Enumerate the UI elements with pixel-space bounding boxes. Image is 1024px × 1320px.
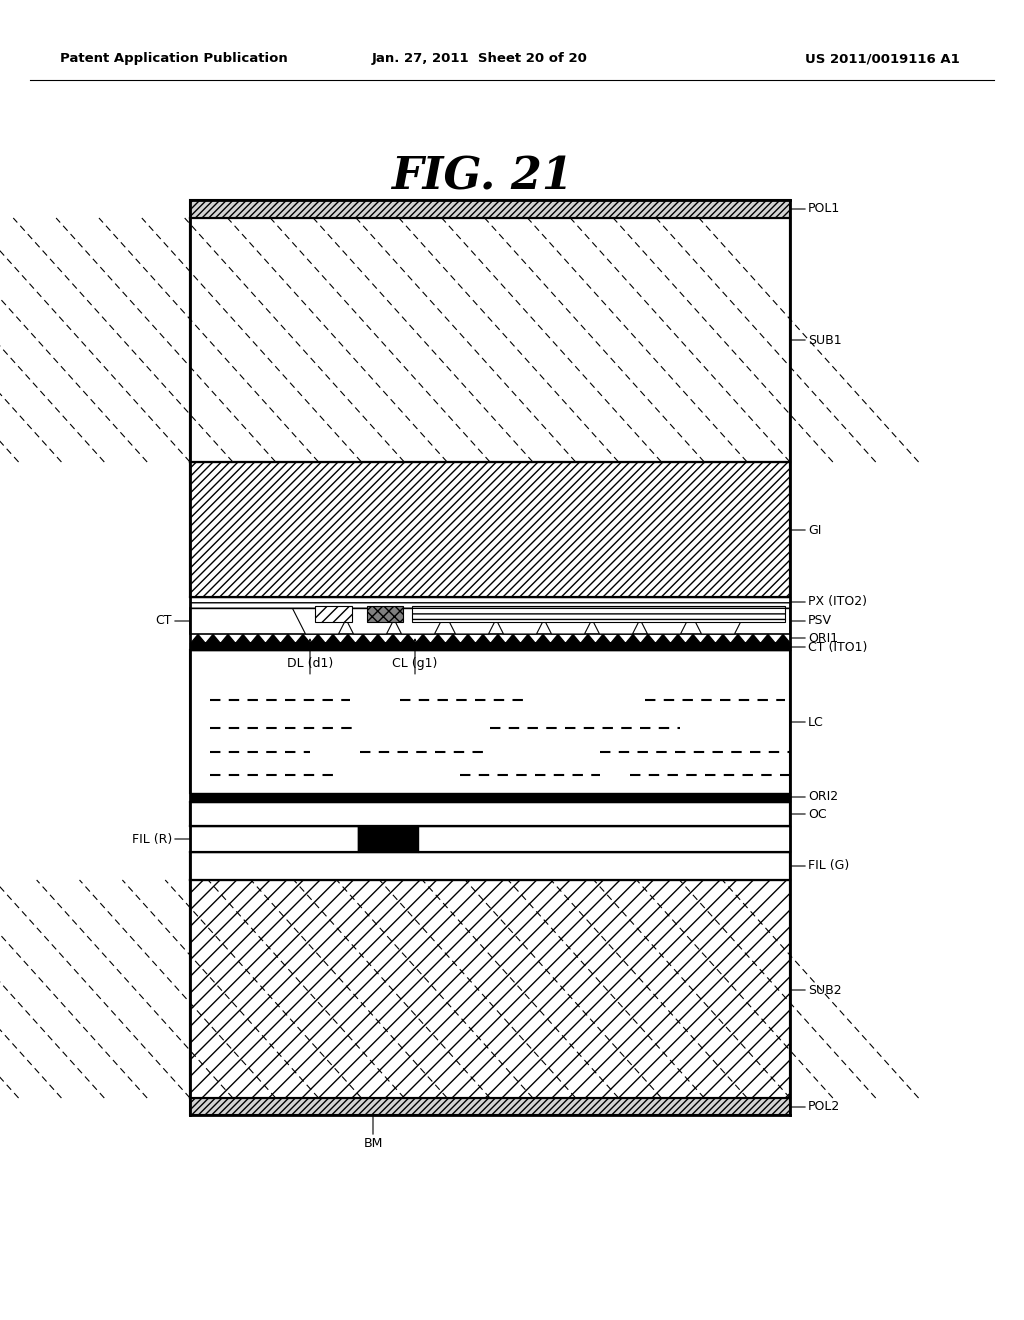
- Text: GI: GI: [790, 524, 821, 536]
- Text: PX (ITO2): PX (ITO2): [790, 595, 867, 609]
- Text: CL (g1): CL (g1): [392, 657, 437, 671]
- Bar: [190, 218, 790, 462]
- Text: CT: CT: [156, 615, 190, 627]
- Bar: [190, 597, 790, 609]
- Text: Patent Application Publication: Patent Application Publication: [60, 51, 288, 65]
- Bar: [314, 606, 352, 622]
- Polygon shape: [634, 609, 693, 634]
- Text: DL (d1): DL (d1): [287, 657, 333, 671]
- Text: Jan. 27, 2011  Sheet 20 of 20: Jan. 27, 2011 Sheet 20 of 20: [372, 51, 588, 65]
- Text: CT (ITO1): CT (ITO1): [790, 640, 867, 653]
- Polygon shape: [388, 609, 447, 634]
- Text: FIL (R): FIL (R): [132, 833, 190, 846]
- Polygon shape: [490, 609, 550, 634]
- Bar: [190, 851, 790, 880]
- Polygon shape: [587, 609, 646, 634]
- Bar: [190, 201, 790, 218]
- Bar: [190, 880, 790, 1098]
- Text: OC: OC: [790, 808, 826, 821]
- Text: US 2011/0019116 A1: US 2011/0019116 A1: [805, 51, 961, 65]
- Text: SUB2: SUB2: [790, 983, 842, 997]
- Bar: [358, 826, 418, 851]
- Text: ORI2: ORI2: [790, 791, 838, 804]
- Bar: [412, 606, 785, 622]
- Text: POL2: POL2: [790, 1101, 841, 1114]
- Text: SUB1: SUB1: [790, 334, 842, 346]
- Bar: [190, 462, 790, 597]
- Bar: [190, 826, 358, 851]
- Bar: [418, 826, 790, 851]
- Bar: [190, 793, 790, 803]
- Text: FIG. 21: FIG. 21: [391, 154, 573, 198]
- Bar: [367, 606, 403, 622]
- Bar: [190, 609, 790, 634]
- Text: BM: BM: [364, 1115, 383, 1150]
- Text: ORI1: ORI1: [790, 631, 838, 644]
- Text: LC: LC: [790, 715, 823, 729]
- Bar: [190, 643, 790, 649]
- Polygon shape: [688, 609, 748, 634]
- Polygon shape: [442, 609, 502, 634]
- Polygon shape: [539, 609, 598, 634]
- Polygon shape: [340, 609, 399, 634]
- Text: FIL (G): FIL (G): [790, 859, 849, 873]
- Bar: [190, 1098, 790, 1115]
- Bar: [190, 649, 790, 793]
- Text: POL1: POL1: [790, 202, 841, 215]
- Bar: [190, 803, 790, 826]
- Polygon shape: [292, 609, 351, 634]
- Text: PSV: PSV: [790, 615, 831, 627]
